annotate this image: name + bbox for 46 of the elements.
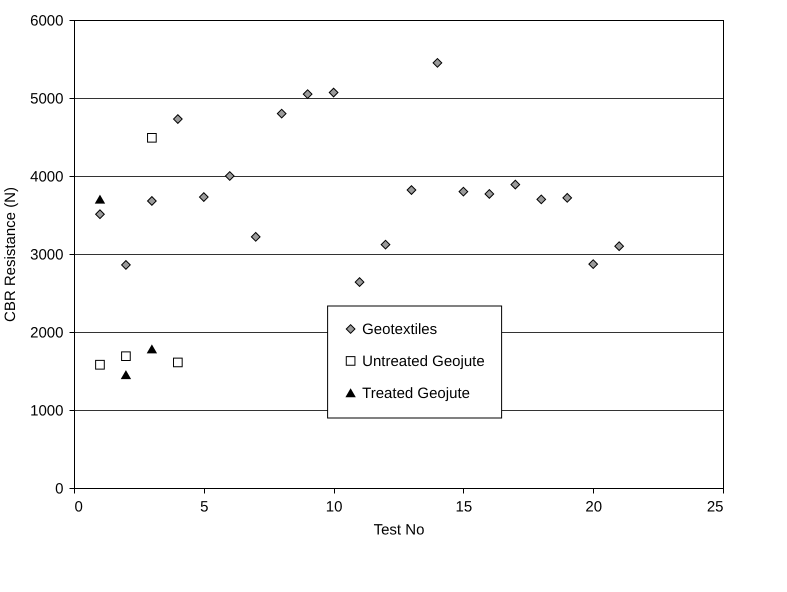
point bbox=[95, 209, 105, 220]
x-tick-label: 25 bbox=[706, 498, 724, 516]
point bbox=[173, 358, 183, 368]
point bbox=[484, 189, 494, 199]
x-tick-label: 15 bbox=[456, 498, 472, 516]
x-tick-label: 20 bbox=[585, 498, 602, 516]
point bbox=[95, 360, 105, 370]
point bbox=[406, 185, 416, 195]
point bbox=[147, 344, 157, 354]
point bbox=[302, 89, 312, 99]
point bbox=[250, 232, 261, 242]
point bbox=[173, 114, 183, 124]
y-tick-label: 4000 bbox=[30, 168, 64, 186]
point bbox=[121, 370, 131, 380]
y-tick-label: 3000 bbox=[30, 246, 64, 264]
x-tick-label: 0 bbox=[74, 498, 83, 516]
y-tick-label: 6000 bbox=[30, 12, 64, 30]
y-tick-label: 2000 bbox=[30, 324, 64, 342]
point bbox=[198, 192, 209, 202]
point bbox=[562, 193, 572, 203]
point bbox=[147, 132, 157, 143]
point bbox=[588, 259, 598, 269]
point bbox=[510, 180, 520, 190]
point bbox=[354, 277, 364, 287]
x-tick-label: 10 bbox=[326, 498, 342, 516]
y-tick-label: 0 bbox=[55, 480, 64, 498]
legend-label: Untreated Geojute bbox=[362, 352, 485, 370]
point bbox=[95, 195, 105, 204]
point bbox=[121, 260, 131, 270]
point bbox=[614, 241, 624, 252]
y-tick-label: 1000 bbox=[30, 402, 64, 420]
y-tick-label: 5000 bbox=[30, 90, 64, 108]
point bbox=[380, 240, 390, 250]
legend-label: Treated Geojute bbox=[362, 384, 470, 402]
point bbox=[432, 58, 442, 68]
x-tick-label: 5 bbox=[200, 498, 208, 516]
point bbox=[536, 194, 546, 204]
point bbox=[121, 351, 131, 362]
point bbox=[458, 186, 468, 196]
y-axis-title: CBR Resistance (N) bbox=[2, 186, 20, 322]
legend-label: Geotextiles bbox=[362, 320, 438, 338]
x-axis-title: Test No bbox=[374, 522, 424, 538]
point bbox=[224, 171, 235, 181]
point bbox=[328, 88, 338, 98]
point bbox=[276, 108, 287, 118]
point bbox=[147, 196, 157, 206]
